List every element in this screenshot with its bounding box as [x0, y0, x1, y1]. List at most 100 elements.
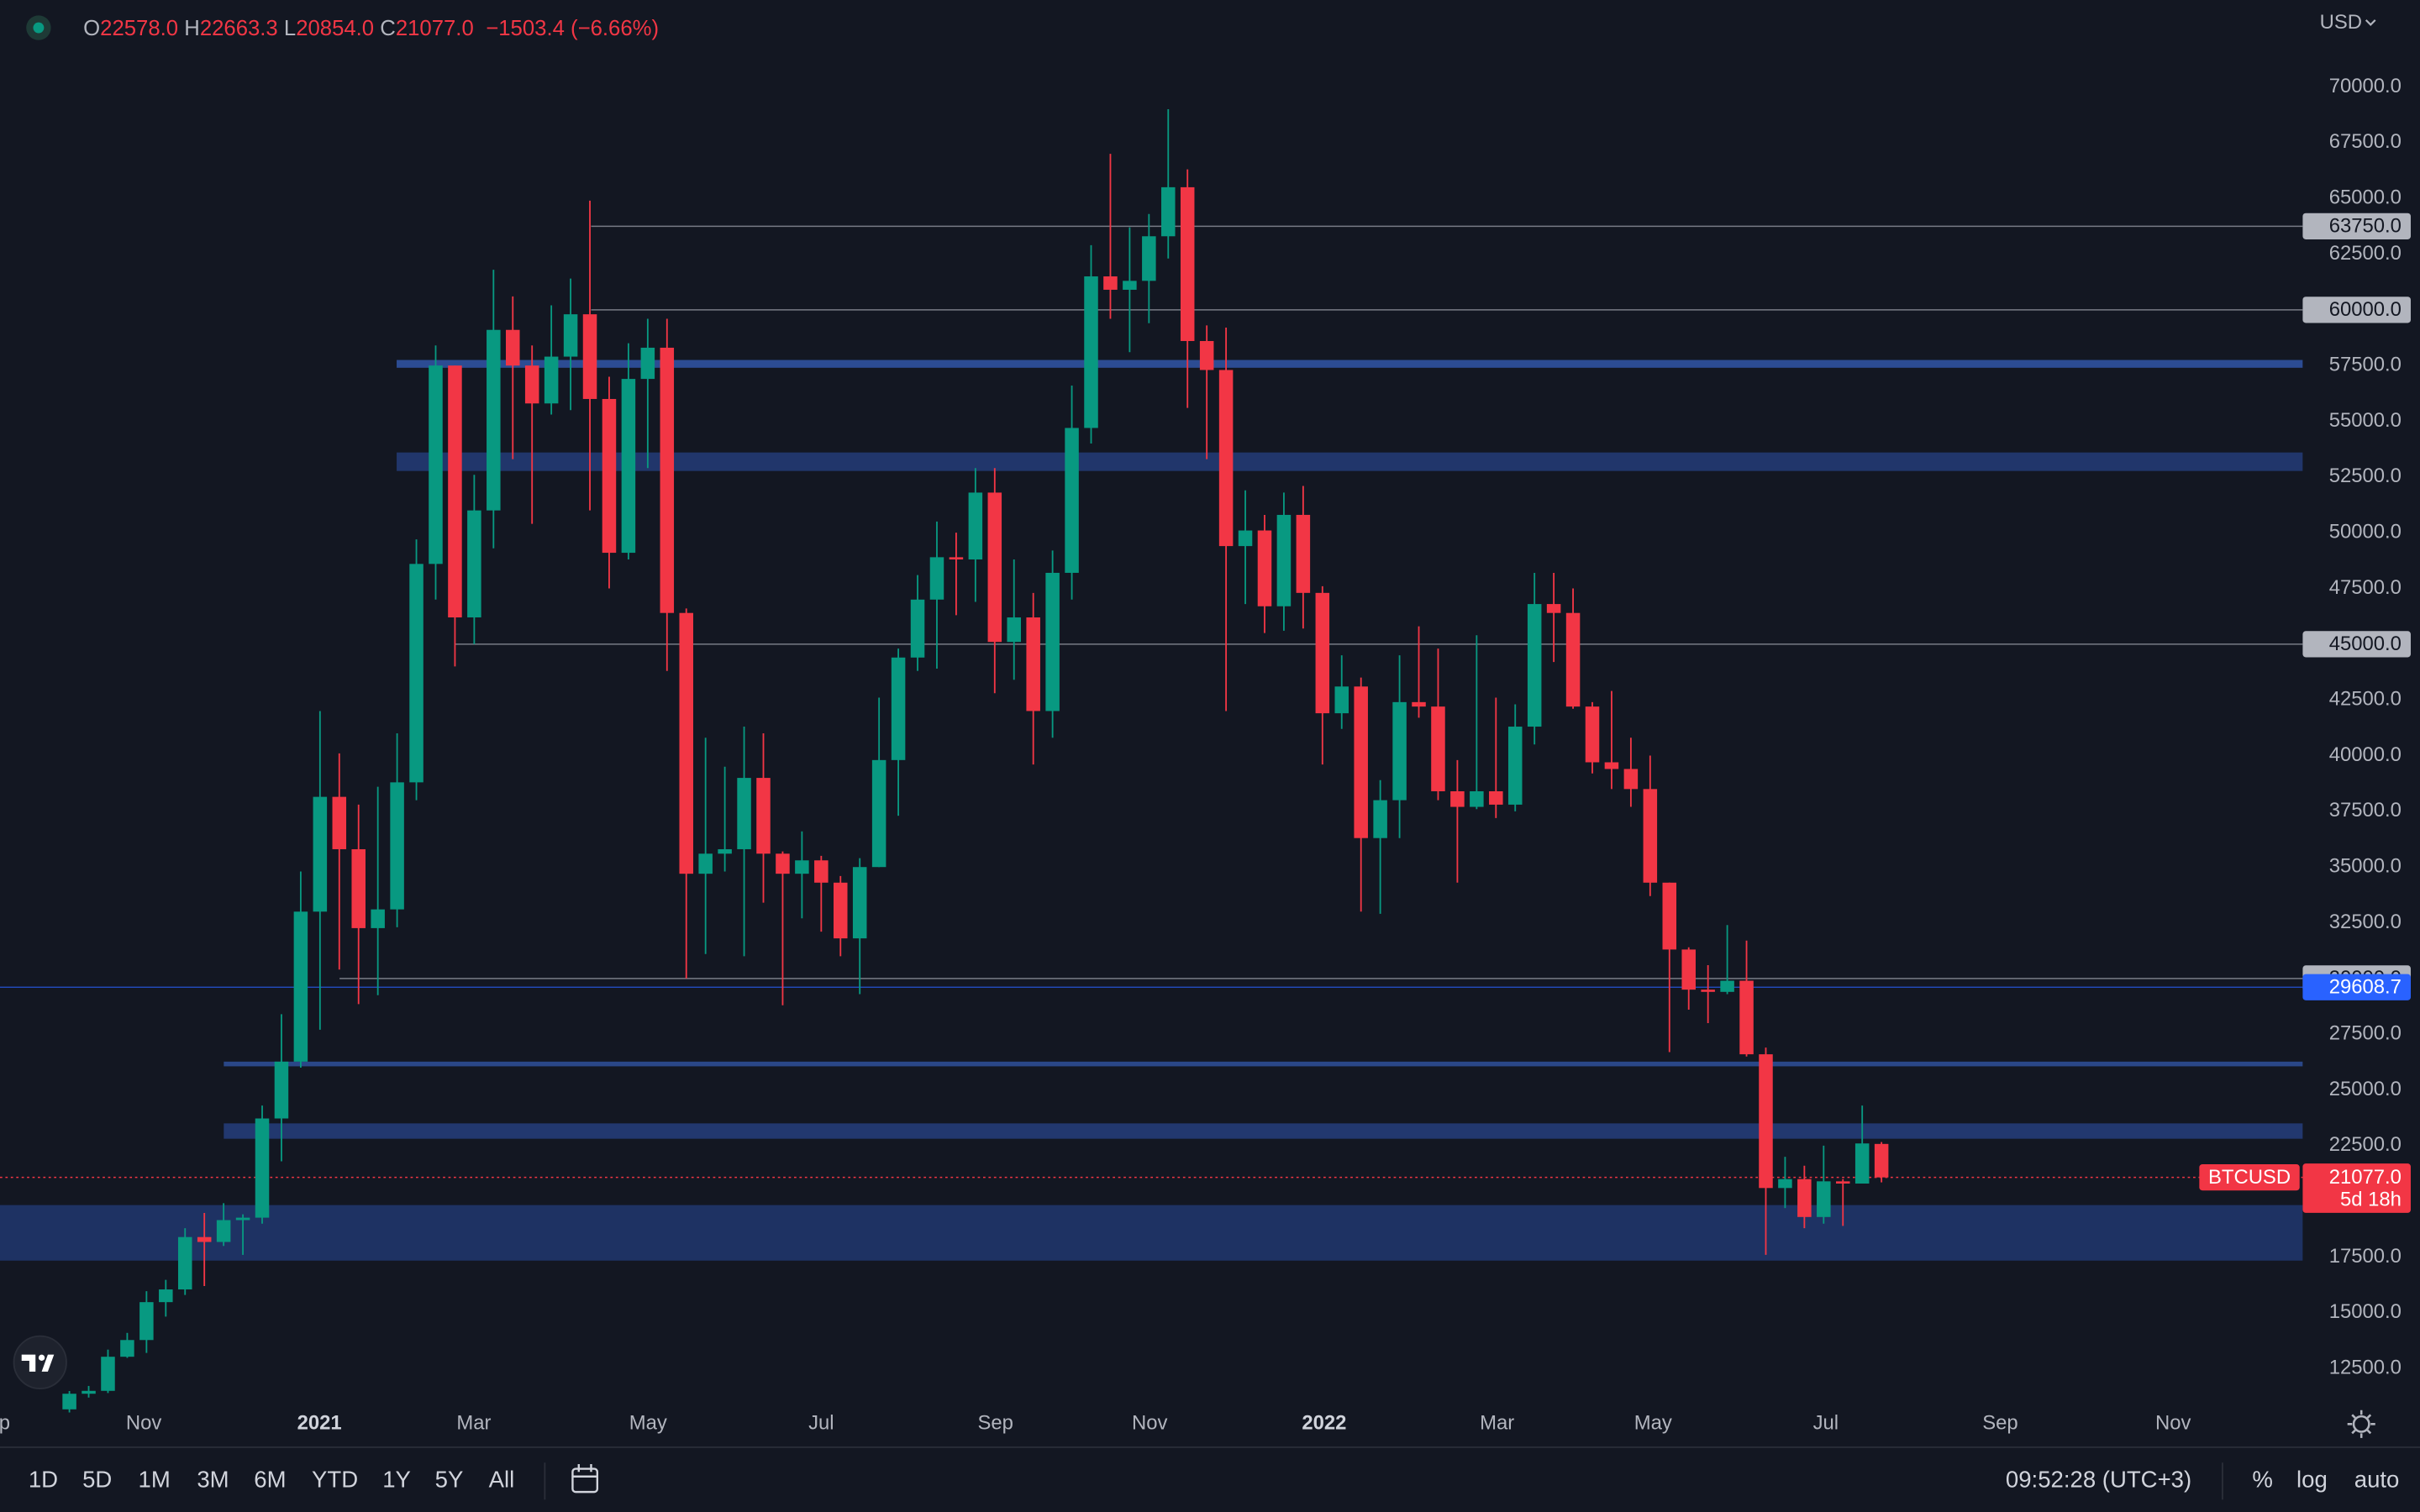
- candle-body: [1276, 514, 1292, 606]
- candle-body: [1470, 790, 1484, 807]
- goto-date-icon[interactable]: [571, 1467, 599, 1494]
- x-tick-label: Nov: [126, 1412, 161, 1435]
- candle-body: [1835, 1181, 1850, 1184]
- y-tick-label: 42500.0: [2329, 688, 2402, 711]
- marker-box: [2302, 974, 2411, 1000]
- candle-body: [1681, 949, 1696, 990]
- logo[interactable]: [13, 1335, 67, 1389]
- support-zone: [224, 1123, 2303, 1139]
- x-tick-label: Nov: [2155, 1412, 2191, 1435]
- candle-body: [1199, 340, 1214, 370]
- candle-body: [1373, 800, 1387, 838]
- candle-body: [1296, 514, 1311, 593]
- candle-body: [1238, 530, 1253, 547]
- candle-body: [313, 796, 328, 912]
- candles: [62, 109, 1889, 1413]
- candle-body: [602, 398, 617, 554]
- y-tick-label: 17500.0: [2329, 1245, 2402, 1268]
- candle-body: [177, 1236, 192, 1290]
- symbol-label: BTCUSD: [2208, 1166, 2291, 1189]
- range-button[interactable]: 5D: [82, 1467, 112, 1493]
- candle-body: [1161, 186, 1176, 237]
- candle-body: [1662, 882, 1677, 950]
- range-button[interactable]: 1M: [139, 1467, 171, 1493]
- candle-body: [679, 612, 693, 874]
- candle-body: [429, 365, 443, 564]
- candle-body: [1507, 727, 1523, 805]
- level-box: [2302, 213, 2411, 239]
- candle-body: [1123, 281, 1137, 290]
- x-tick-label: Mar: [456, 1412, 491, 1435]
- candle-body: [1084, 276, 1098, 428]
- level-label: 45000.0: [2329, 633, 2402, 655]
- x-tick-label: Sep: [977, 1412, 1013, 1435]
- candle-body: [1778, 1179, 1792, 1189]
- candle-body: [1412, 701, 1426, 707]
- level-label: 63750.0: [2329, 215, 2402, 238]
- candle-body: [1026, 617, 1040, 711]
- x-tick-label: 2022: [1302, 1412, 1346, 1435]
- candle-body: [1103, 276, 1118, 290]
- candle-body: [1759, 1054, 1773, 1189]
- candle-body: [1007, 617, 1022, 643]
- candle-body: [1565, 612, 1581, 707]
- x-tick-label: Sep: [1982, 1412, 2018, 1435]
- ohlc-key: O: [83, 17, 100, 40]
- range-button[interactable]: 1D: [29, 1467, 58, 1493]
- scale-option[interactable]: auto: [2354, 1467, 2400, 1493]
- level-box: [2302, 297, 2411, 323]
- x-tick-label: Mar: [1480, 1412, 1514, 1435]
- range-button[interactable]: 3M: [197, 1467, 229, 1493]
- ohlc-key: H: [184, 17, 200, 40]
- y-tick-label: 40000.0: [2329, 743, 2402, 766]
- candle-body: [235, 1217, 250, 1221]
- settings-icon[interactable]: [2352, 1415, 2370, 1433]
- range-button[interactable]: 1Y: [382, 1467, 411, 1493]
- x-tick-label: Jul: [808, 1412, 834, 1435]
- candle-body: [1218, 370, 1234, 547]
- range-button[interactable]: 5Y: [435, 1467, 464, 1493]
- toolbar: 1D 5D 1M 3M 6M YTD 1Y 5Y All% log auto: [29, 1467, 2400, 1493]
- range-button[interactable]: 6M: [254, 1467, 286, 1493]
- x-tick-label: Sep: [0, 1412, 10, 1435]
- candle-body: [467, 510, 481, 618]
- candle-body: [834, 882, 848, 939]
- candle-body: [949, 557, 964, 560]
- candle-body: [582, 314, 597, 399]
- y-tick-label: 25000.0: [2329, 1078, 2402, 1100]
- candle-body: [505, 329, 520, 366]
- candle-body: [332, 796, 347, 849]
- y-tick-label: 27500.0: [2329, 1022, 2402, 1045]
- y-tick-label: 35000.0: [2329, 855, 2402, 878]
- candle-body: [1720, 980, 1734, 992]
- last-price-label: 21077.0: [2329, 1166, 2402, 1189]
- candle-body: [621, 379, 636, 554]
- level-lines: [0, 225, 2303, 1179]
- candle-body: [448, 365, 462, 618]
- calendar-detail: [572, 1464, 597, 1478]
- ohlc-key: C: [380, 17, 396, 40]
- candle-body: [1546, 604, 1561, 613]
- y-tick-label: 62500.0: [2329, 242, 2402, 265]
- candle-body: [1817, 1181, 1831, 1217]
- last-price-box: [2302, 1163, 2411, 1213]
- currency[interactable]: USD: [2320, 11, 2362, 34]
- scale-option[interactable]: log: [2296, 1467, 2328, 1493]
- ohlc-value: 22663.3: [200, 17, 278, 40]
- candle-body: [1065, 428, 1079, 573]
- y-tick-label: 32500.0: [2329, 911, 2402, 933]
- x-tick-label: May: [629, 1412, 667, 1435]
- scale-option[interactable]: %: [2252, 1467, 2273, 1493]
- settings-rays: [2347, 1410, 2375, 1438]
- candle-body: [968, 492, 983, 560]
- x-axis: Sep Nov 2021 Mar May Jul Sep Nov 2022 Mar May Jul Se…: [0, 1412, 2191, 1435]
- candle-body: [351, 848, 366, 928]
- range-button[interactable]: All: [489, 1467, 515, 1493]
- y-tick-label: 67500.0: [2329, 130, 2402, 153]
- range-button[interactable]: YTD: [312, 1467, 358, 1493]
- logo-dot: [38, 1354, 45, 1361]
- candle-body: [120, 1340, 134, 1357]
- candle-body: [1334, 686, 1349, 714]
- candle-body: [371, 909, 385, 928]
- symbol-box: [2199, 1164, 2300, 1191]
